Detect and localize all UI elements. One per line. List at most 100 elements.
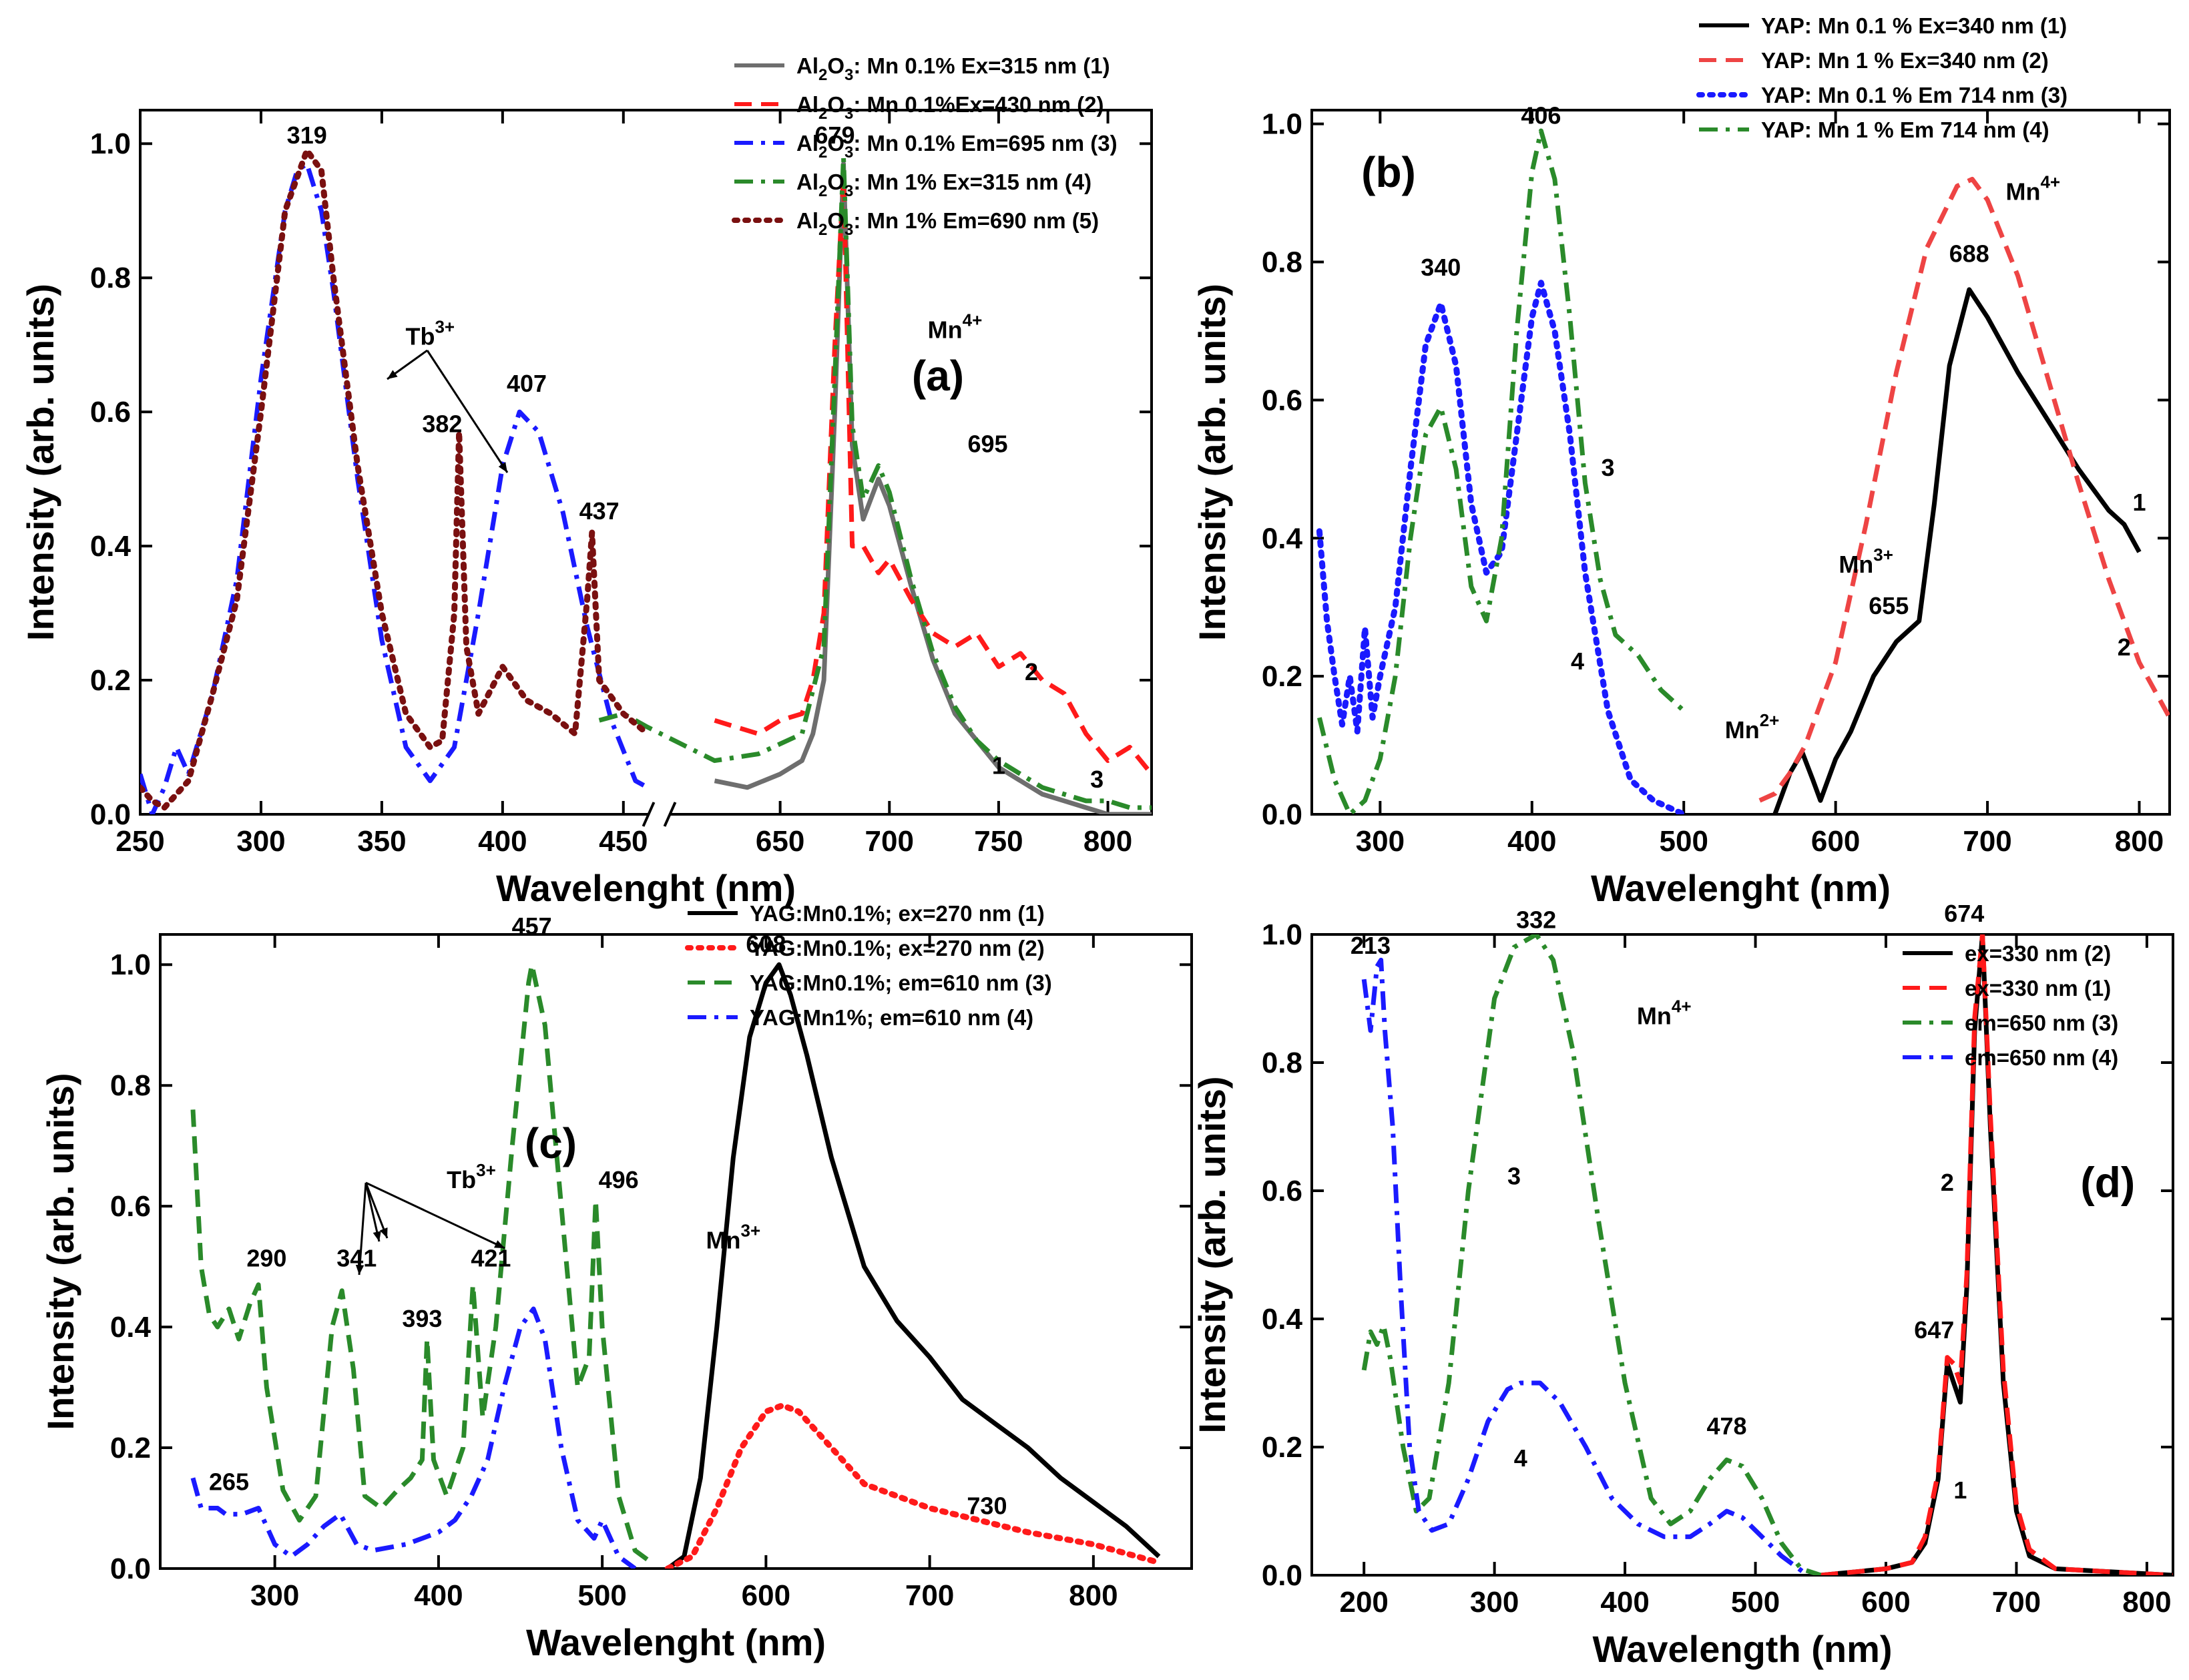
- x-tick-label: 300: [236, 825, 285, 858]
- annotation: 341: [336, 1245, 377, 1272]
- x-tick-label: 500: [577, 1579, 626, 1612]
- tb-arrowhead: [494, 1240, 505, 1248]
- x-tick-label: 300: [1356, 825, 1405, 858]
- series-line: [1758, 176, 2170, 803]
- tb-arrowhead: [355, 1264, 364, 1275]
- x-tick-label: 400: [1600, 1586, 1649, 1619]
- y-tick-label: 0.4: [1262, 1303, 1303, 1336]
- annotation: 496: [599, 1166, 639, 1193]
- x-tick-label: 400: [478, 825, 527, 858]
- series-line: [666, 962, 1161, 1569]
- series-line: [190, 1306, 637, 1569]
- annotation: Mn4+: [1637, 996, 1692, 1029]
- plot-frame: [1310, 109, 2171, 816]
- legend-entry: em=650 nm (4): [1965, 1045, 2118, 1070]
- annotation: 674: [1944, 900, 1984, 927]
- legend-entry: YAG:Mn0.1%; em=610 nm (3): [750, 970, 1052, 995]
- annotation: 457: [512, 912, 552, 940]
- y-tick-label: 0.8: [90, 262, 131, 294]
- annotation: 290: [246, 1245, 286, 1272]
- series-line: [714, 175, 1152, 776]
- plot-frame: [1310, 933, 2174, 1577]
- panel-label: (a): [912, 352, 964, 400]
- tb-arrow: [364, 1182, 381, 1242]
- annotation: 4: [1514, 1444, 1527, 1472]
- x-tick-label: 400: [1507, 825, 1556, 858]
- annotation: 688: [1949, 240, 1989, 268]
- y-axis-title: Intensity (arb. units): [1191, 1076, 1233, 1433]
- legend-entry: YAP: Mn 1 % Ex=340 nm (2): [1761, 48, 2049, 73]
- x-tick-label: 600: [1811, 825, 1860, 858]
- annotation: 679: [814, 121, 855, 149]
- y-tick-label: 0.6: [110, 1190, 151, 1223]
- y-axis-title: Intensity (arb. units): [1191, 284, 1233, 641]
- tb-arrow: [364, 1182, 389, 1239]
- x-tick-label: 600: [742, 1579, 790, 1612]
- x-tick-label: 800: [2115, 825, 2164, 858]
- y-tick-label: 0.0: [1262, 1559, 1302, 1592]
- y-tick-label: 0.8: [1262, 1047, 1302, 1079]
- legend-entry: YAP: Mn 0.1 % Ex=340 nm (1): [1761, 13, 2067, 38]
- annotation: 655: [1869, 592, 1909, 619]
- series-line: [190, 962, 653, 1565]
- annotation: 406: [1521, 102, 1561, 129]
- y-tick-label: 0.2: [1262, 1431, 1302, 1464]
- y-tick-label: 0.4: [110, 1311, 152, 1344]
- annotation: 1: [1953, 1476, 1967, 1504]
- x-axis-title: Wavelength (nm): [1592, 1628, 1892, 1670]
- y-tick-label: 0.6: [1262, 384, 1302, 416]
- legend-entry: YAG:Mn0.1%; ex=270 nm (1): [750, 901, 1045, 926]
- annotation: 2: [1025, 658, 1038, 685]
- axis-break-mark: [663, 802, 677, 827]
- plot-frame: [159, 933, 1193, 1570]
- x-tick-label: 700: [1992, 1586, 2041, 1619]
- x-tick-label: 700: [1963, 825, 2011, 858]
- x-tick-label: 600: [1861, 1586, 1910, 1619]
- series-line: [140, 147, 651, 811]
- series-line: [664, 1402, 1162, 1569]
- legend-entry: Al2O3: Mn 0.1%Ex=430 nm (2): [796, 92, 1104, 123]
- annotation: 695: [968, 430, 1008, 457]
- annotation: 2: [2118, 633, 2131, 661]
- x-tick-label: 650: [756, 825, 804, 858]
- x-tick-label: 200: [1339, 1586, 1388, 1619]
- x-tick-label: 350: [357, 825, 406, 858]
- x-tick-label: 750: [974, 825, 1023, 858]
- tb-arrowhead: [498, 462, 507, 473]
- x-axis-title: Wavelenght (nm): [1591, 867, 1891, 909]
- panel-b: 0.0 0.2 0.4 0.6 0.8 1.0 300 400 500 600 700 800 Wave…: [1191, 13, 2171, 909]
- x-tick-label: 400: [414, 1579, 463, 1612]
- annotation: 3: [1601, 454, 1614, 481]
- legend-entry: ex=330 nm (1): [1965, 976, 2111, 1001]
- y-tick-label: 0.0: [110, 1553, 151, 1585]
- y-tick-label: 1.0: [1262, 918, 1302, 951]
- y-tick-label: 0.6: [90, 396, 131, 429]
- annotation: 647: [1914, 1316, 1954, 1344]
- x-tick-label: 300: [250, 1579, 299, 1612]
- tb-arrowhead: [387, 370, 398, 379]
- y-tick-label: 0.4: [1262, 522, 1303, 555]
- y-axis-title: Intensity (arb. units): [39, 1073, 81, 1430]
- annotation: Mn3+: [1839, 545, 1893, 578]
- axis-break-mark: [642, 802, 656, 827]
- legend-entry: ex=330 nm (2): [1965, 941, 2111, 966]
- x-tick-label: 800: [1069, 1579, 1118, 1612]
- plot-frame: [139, 109, 1153, 816]
- series-line: [1361, 934, 1822, 1575]
- series-line: [1316, 280, 1687, 814]
- legend-entry: Al2O3: Mn 0.1% Em=695 nm (3): [796, 131, 1118, 162]
- tb-arrow: [365, 1181, 505, 1249]
- x-tick-label: 300: [1470, 1586, 1519, 1619]
- annotation: 2: [1941, 1169, 1954, 1196]
- y-tick-label: 0.6: [1262, 1175, 1302, 1207]
- panel-c: 0.0 0.2 0.4 0.6 0.8 1.0 300 400 500 600 700 800 Wave…: [39, 901, 1193, 1663]
- series-line: [714, 161, 1152, 814]
- y-tick-label: 0.0: [1262, 798, 1302, 831]
- x-axis-title: Wavelenght (nm): [526, 1621, 826, 1663]
- annotation: Tb3+: [447, 1160, 496, 1193]
- tb-arrowhead: [373, 1231, 381, 1241]
- series-line: [1820, 934, 2173, 1575]
- x-axis-title: Wavelenght (nm): [496, 867, 796, 909]
- legend-entry: Al2O3: Mn 0.1% Ex=315 nm (1): [796, 53, 1110, 84]
- legend-entry: YAP: Mn 0.1 % Em 714 nm (3): [1761, 83, 2068, 107]
